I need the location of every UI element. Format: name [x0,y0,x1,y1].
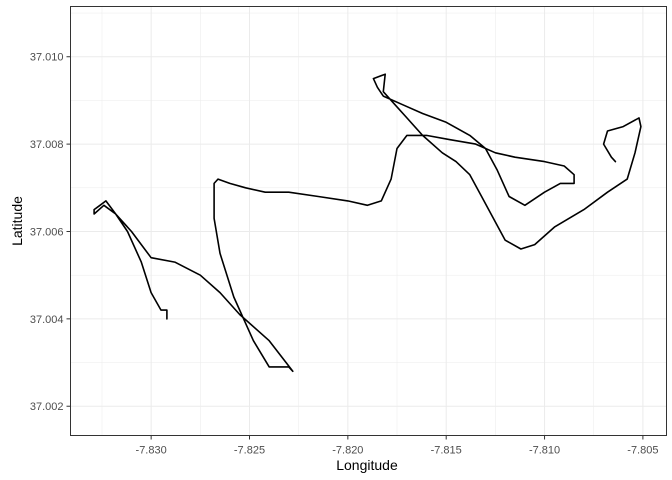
x-axis-ticks: -7.830 -7.825 -7.820 -7.815 -7.810 -7.805 [136,435,658,457]
track-line [93,73,642,373]
x-tick-label: -7.830 [136,445,167,457]
panel-border [70,6,667,436]
x-tick-label: -7.820 [332,445,363,457]
x-tick-label: -7.805 [627,445,658,457]
gridlines [70,6,667,436]
x-tick-label: -7.825 [234,445,265,457]
y-tick-label: 37.010 [30,52,64,64]
y-tick-label: 37.008 [30,139,64,151]
x-tick-label: -7.815 [431,445,462,457]
x-tick-label: -7.810 [529,445,560,457]
y-tick-label: 37.006 [30,226,64,238]
y-axis-ticks: 37.002 37.004 37.006 37.008 37.010 [30,52,71,413]
y-axis-title: Latitude [9,196,25,246]
y-tick-label: 37.002 [30,401,64,413]
series-layer [93,73,642,373]
y-tick-label: 37.004 [30,314,64,326]
panel-background [70,6,667,436]
x-axis-title: Longitude [336,457,398,473]
